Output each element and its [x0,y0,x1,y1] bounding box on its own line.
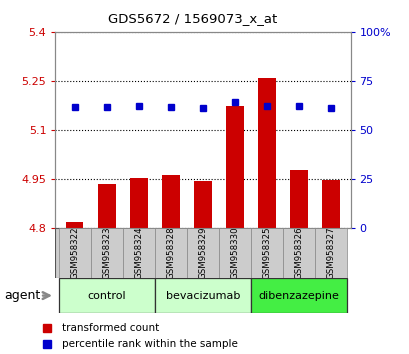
Bar [155,278,250,313]
Text: GSM958323: GSM958323 [102,227,111,279]
Text: GSM958322: GSM958322 [70,227,79,279]
Bar [98,184,115,228]
Text: GSM958324: GSM958324 [134,227,143,279]
Bar [322,180,339,228]
Bar [226,105,243,228]
Bar [315,228,346,278]
Bar [162,175,179,228]
Bar [122,228,155,278]
Bar [130,178,147,228]
Text: GDS5672 / 1569073_x_at: GDS5672 / 1569073_x_at [108,12,276,25]
Bar [283,228,315,278]
Bar [58,228,90,278]
Text: GSM958325: GSM958325 [262,227,271,279]
Bar [250,228,283,278]
Text: GSM958330: GSM958330 [230,227,239,279]
Bar [155,228,187,278]
Bar [65,222,83,228]
Bar [58,278,155,313]
Bar [290,170,307,228]
Text: GSM958326: GSM958326 [294,227,303,279]
Text: bevacizumab: bevacizumab [165,291,240,301]
Text: agent: agent [4,289,40,302]
Text: GSM958329: GSM958329 [198,227,207,279]
Bar [258,78,275,228]
Bar [218,228,250,278]
Bar [187,228,218,278]
Text: dibenzazepine: dibenzazepine [258,291,339,301]
Bar [90,228,122,278]
Text: GSM958327: GSM958327 [326,227,335,279]
Text: transformed count: transformed count [61,322,159,332]
Text: GSM958328: GSM958328 [166,227,175,279]
Bar [250,278,346,313]
Bar [193,181,211,228]
Text: control: control [87,291,126,301]
Text: percentile rank within the sample: percentile rank within the sample [61,339,237,349]
